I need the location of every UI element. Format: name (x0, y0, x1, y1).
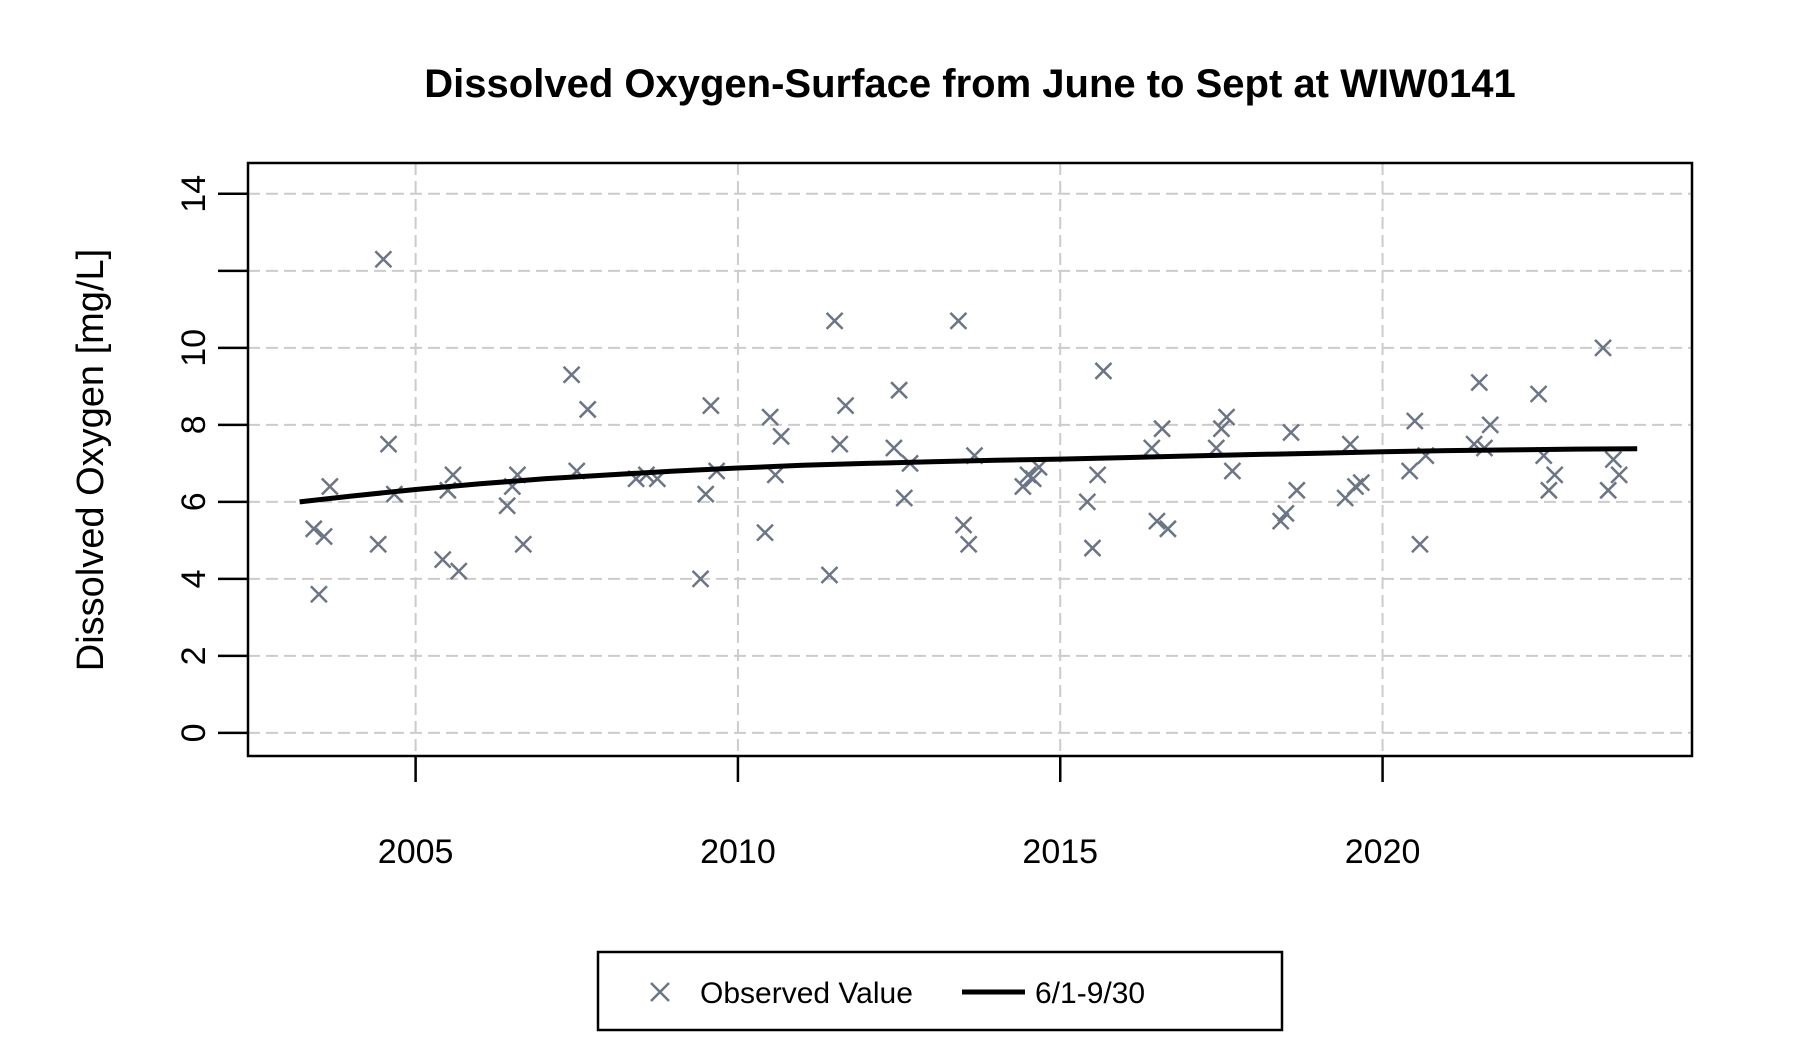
observed-point (949, 311, 968, 330)
legend-trend-label: 6/1-9/30 (1035, 977, 1145, 1010)
observed-point (959, 535, 978, 554)
observed-point (772, 427, 791, 446)
observed-point (1604, 450, 1623, 469)
observed-point (562, 365, 581, 384)
x-tick-label: 2020 (1345, 833, 1421, 871)
trend-line-group (299, 446, 1638, 505)
observed-point (1400, 462, 1419, 480)
y-tick-label: 10 (175, 329, 213, 367)
legend-observed-marker (650, 982, 670, 1002)
x-tick-label: 2015 (1022, 833, 1098, 871)
observed-point (890, 381, 908, 400)
observed-point (820, 566, 839, 584)
observed-point (1083, 539, 1102, 557)
observed-point (1287, 481, 1306, 500)
observed-point (320, 477, 339, 496)
observed-point (1148, 512, 1166, 530)
y-tick-label: 2 (175, 646, 213, 665)
observed-point (691, 569, 710, 588)
observed-point (444, 466, 462, 484)
chart-title: Dissolved Oxygen-Surface from June to Se… (424, 62, 1515, 106)
x-tick-label: 2010 (700, 833, 776, 871)
observed-point (433, 550, 452, 569)
observed-point (1276, 504, 1295, 523)
observed-point (701, 396, 720, 415)
plot-frame (246, 161, 1694, 758)
observed-point (1352, 473, 1371, 492)
observed-point (1142, 439, 1161, 457)
observed-point (1405, 412, 1424, 430)
y-tick-label: 4 (175, 569, 213, 588)
observed-point (1094, 362, 1113, 380)
observed-point (1481, 415, 1500, 434)
observed-point (756, 523, 774, 542)
axes: 0 2 4 6 8 10 14 2005 2010 2015 2020 (175, 175, 1420, 871)
observed-point (761, 408, 780, 427)
observed-point (1411, 535, 1429, 554)
observed-point (1599, 481, 1618, 500)
observed-point (1470, 373, 1489, 392)
observed-point (1271, 512, 1290, 530)
observed-point (766, 466, 785, 484)
observed-point (1223, 462, 1242, 480)
observed-point (1088, 466, 1107, 484)
observed-point (578, 400, 597, 419)
observed-point (369, 535, 388, 554)
observed-point (1153, 419, 1171, 438)
observed-point (315, 527, 333, 546)
observed-point (696, 485, 715, 504)
x-tick-label: 2005 (378, 833, 454, 871)
observed-point (1540, 481, 1558, 500)
grid-lines (248, 163, 1692, 756)
observed-point (1282, 423, 1300, 442)
observed-point (1341, 435, 1360, 453)
observed-point (1217, 408, 1236, 427)
observed-point (514, 535, 533, 554)
observed-point (836, 396, 855, 415)
observed-point (1529, 385, 1548, 403)
observed-points (304, 250, 1629, 604)
observed-point (830, 435, 849, 453)
observed-point (895, 489, 914, 507)
observed-point (1024, 469, 1043, 488)
observed-point (825, 311, 844, 330)
observed-point (379, 435, 398, 453)
observed-point (1594, 338, 1612, 357)
observed-point (1078, 492, 1097, 511)
observed-point (1159, 519, 1177, 538)
observed-point (954, 516, 973, 534)
legend-box (596, 950, 1284, 1032)
y-tick-label: 8 (175, 415, 213, 434)
legend-observed-label: Observed Value (700, 977, 913, 1010)
observed-point (304, 519, 323, 538)
y-tick-label: 6 (175, 492, 213, 511)
observed-point (885, 439, 903, 457)
observed-point (1610, 466, 1629, 484)
trend-line (299, 446, 1638, 505)
y-tick-label: 0 (175, 723, 213, 742)
observed-point (498, 496, 517, 515)
legend-x-marker (650, 982, 670, 1002)
observed-point (310, 585, 328, 604)
observed-point (1013, 477, 1032, 496)
observed-point (449, 562, 468, 581)
legend: Observed Value 6/1-9/30 (596, 950, 1284, 1032)
observed-point (374, 250, 393, 269)
observed-point (1545, 466, 1564, 484)
y-tick-label: 14 (175, 175, 213, 213)
observed-point (1212, 419, 1231, 438)
y-axis-label: Dissolved Oxygen [mg/L] (70, 249, 112, 671)
